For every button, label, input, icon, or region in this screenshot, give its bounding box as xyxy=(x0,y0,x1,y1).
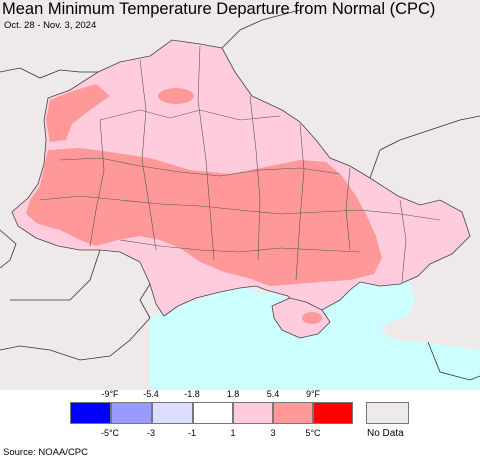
oblast-borders xyxy=(39,45,441,283)
legend-f-tick-6: 9°F xyxy=(305,389,321,399)
legend-swatch-3 xyxy=(152,402,193,424)
map-subtitle: Oct. 28 - Nov. 3, 2024 xyxy=(4,20,97,31)
temperature-departure-map xyxy=(0,0,480,390)
source-credit: Source: NOAA/CPC xyxy=(3,447,88,458)
region-warm-spot-north xyxy=(158,88,194,104)
legend-c-tick-6: 5°C xyxy=(305,428,321,438)
legend-swatch-6 xyxy=(273,402,313,424)
legend-swatch-5 xyxy=(233,402,273,424)
legend-f-tick-4: 1.8 xyxy=(226,389,240,399)
legend-swatch-4 xyxy=(193,402,233,424)
legend-c-tick-1: -5°C xyxy=(100,428,120,438)
legend-no-data-swatch xyxy=(366,402,409,424)
region-warm-spot-crimea xyxy=(302,312,322,324)
legend-c-tick-4: 1 xyxy=(230,428,236,438)
crimea xyxy=(271,297,331,339)
legend-c-tick-2: -3 xyxy=(146,428,156,438)
legend-c-tick-5: 3 xyxy=(270,428,276,438)
legend-f-tick-1: -9°F xyxy=(101,389,119,399)
legend-f-tick-2: -5.4 xyxy=(143,389,159,399)
legend-f-tick-5: 5.4 xyxy=(266,389,280,399)
country-borders xyxy=(0,9,480,381)
legend-f-tick-3: -1.8 xyxy=(184,389,200,399)
legend-swatch-7 xyxy=(313,402,353,424)
legend-no-data-label: No Data xyxy=(367,428,404,439)
region-warm-northwest xyxy=(46,84,110,142)
map-title: Mean Minimum Temperature Departure from … xyxy=(2,0,436,18)
legend-c-tick-3: -1 xyxy=(187,428,197,438)
legend-swatch-1 xyxy=(70,402,111,424)
region-warm-strong xyxy=(26,148,382,286)
legend-swatch-2 xyxy=(111,402,152,424)
